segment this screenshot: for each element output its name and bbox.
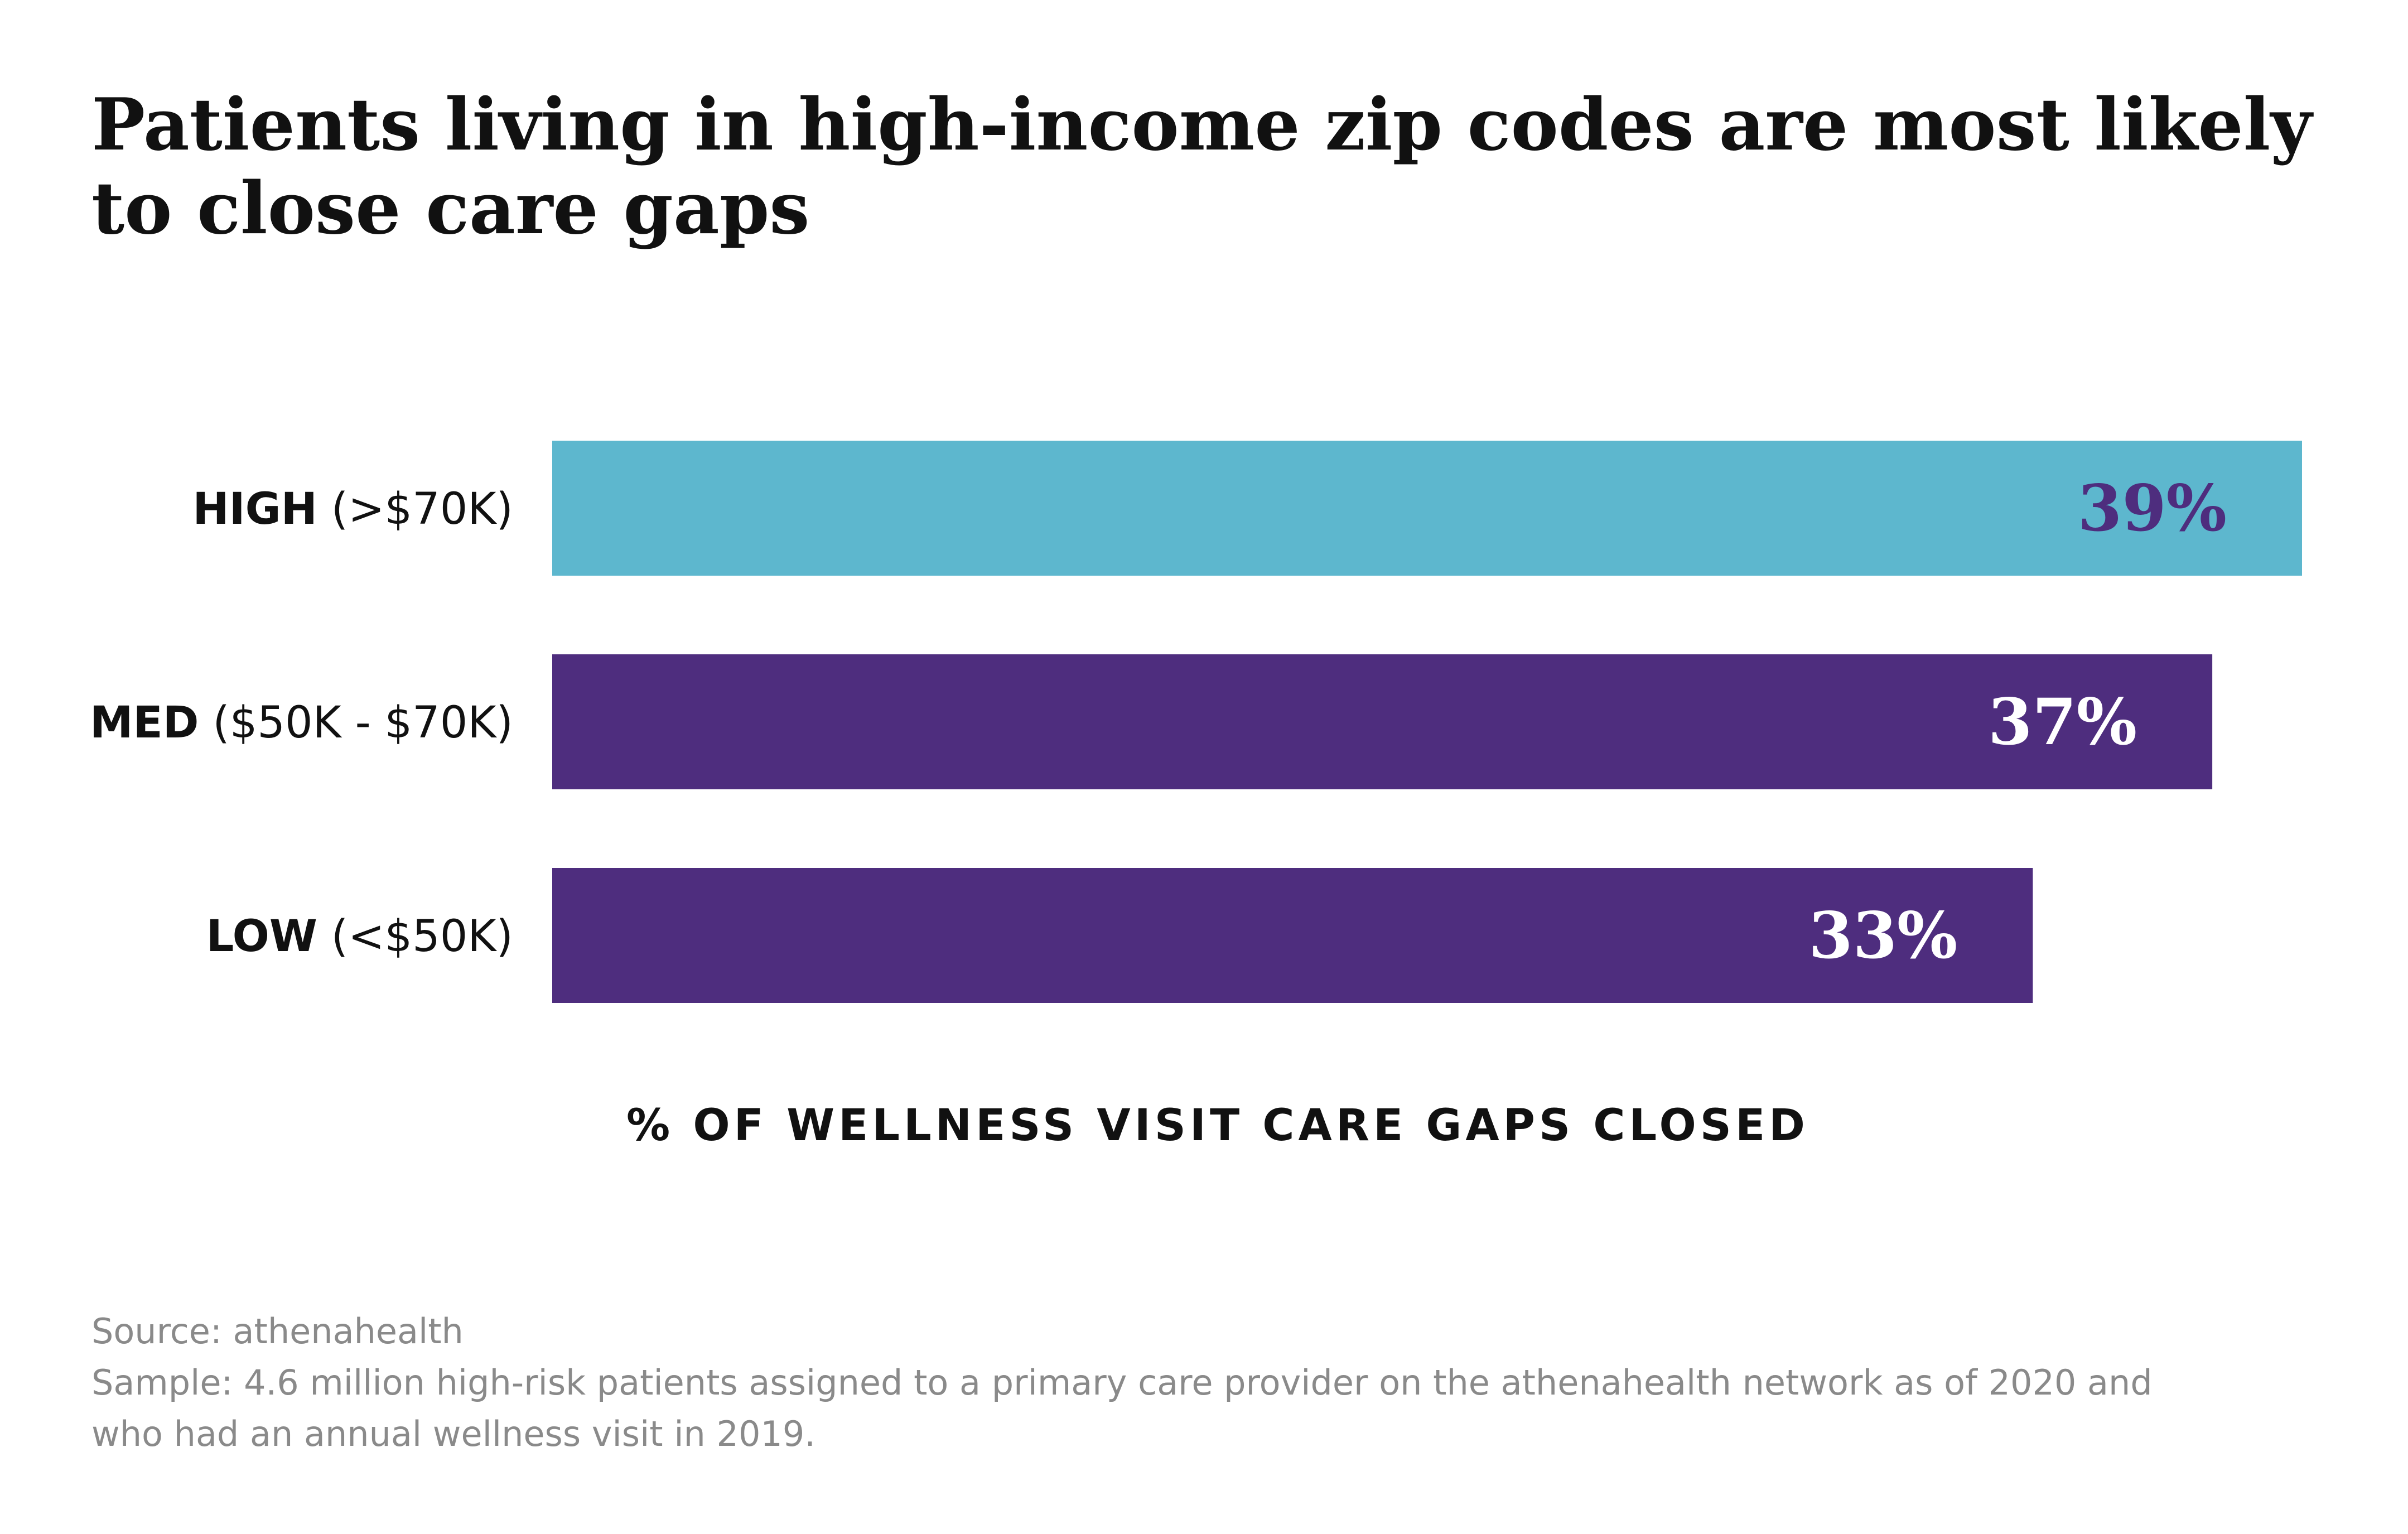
category-label: HIGH (>$70K) bbox=[192, 484, 513, 534]
category-label-range: (>$70K) bbox=[317, 484, 513, 534]
category-label-range: ($50K - $70K) bbox=[199, 698, 513, 748]
chart-title-line-1: Patients living in high-income zip codes… bbox=[91, 83, 2314, 167]
chart-title: Patients living in high-income zip codes… bbox=[91, 83, 2314, 250]
bar-value-label: 39% bbox=[2078, 471, 2227, 546]
category-label-range: (<$50K) bbox=[317, 911, 513, 962]
chart-title-line-2: to close care gaps bbox=[91, 167, 809, 250]
category-label: MED ($50K - $70K) bbox=[90, 698, 513, 748]
x-axis-label: % OF WELLNESS VISIT CARE GAPS CLOSED bbox=[626, 1101, 1809, 1151]
bar-group: 39% HIGH (>$70K) bbox=[192, 441, 2302, 576]
footnotes: Source: athenahealth Sample: 4.6 million… bbox=[91, 1311, 2153, 1454]
bar-group: 33% LOW (<$50K) bbox=[206, 868, 2033, 1003]
category-label-bold: HIGH bbox=[192, 484, 317, 534]
category-label-bold: LOW bbox=[206, 911, 317, 962]
category-label: LOW (<$50K) bbox=[206, 911, 513, 962]
bar bbox=[552, 654, 2213, 789]
bar-value-label: 33% bbox=[1808, 898, 1957, 973]
category-label-bold: MED bbox=[90, 698, 199, 748]
sample-note-line-1: Sample: 4.6 million high-risk patients a… bbox=[91, 1362, 2153, 1403]
bar-area: 39% HIGH (>$70K) 37% MED ($50K - $70K) 33% LO… bbox=[90, 441, 2302, 1003]
bar bbox=[552, 441, 2302, 576]
bar-value-label: 37% bbox=[1988, 684, 2137, 759]
bar-group: 37% MED ($50K - $70K) bbox=[90, 654, 2213, 789]
source-note: Source: athenahealth bbox=[91, 1311, 464, 1352]
bar bbox=[552, 868, 2033, 1003]
sample-note-line-2: who had an annual wellness visit in 2019… bbox=[91, 1414, 815, 1454]
